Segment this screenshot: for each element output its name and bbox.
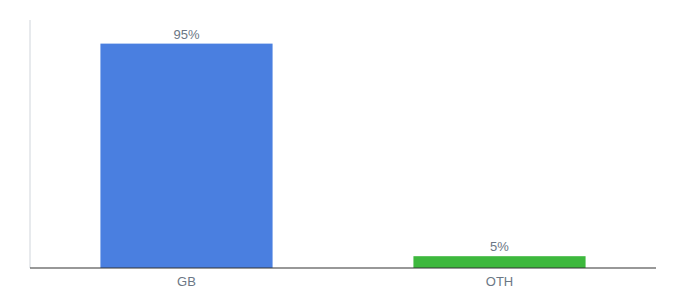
chart-container: GB OTH 95% 5% xyxy=(0,0,680,300)
y-axis xyxy=(30,20,31,268)
chart: GB OTH 95% 5% xyxy=(0,0,680,300)
bar xyxy=(100,44,272,268)
x-axis xyxy=(30,267,656,268)
bar xyxy=(413,256,585,268)
x-tick-label: GB xyxy=(177,274,196,289)
x-tick-label: OTH xyxy=(486,274,513,289)
data-label: 95% xyxy=(173,27,199,42)
data-label: 5% xyxy=(490,239,509,254)
bars xyxy=(100,44,585,268)
